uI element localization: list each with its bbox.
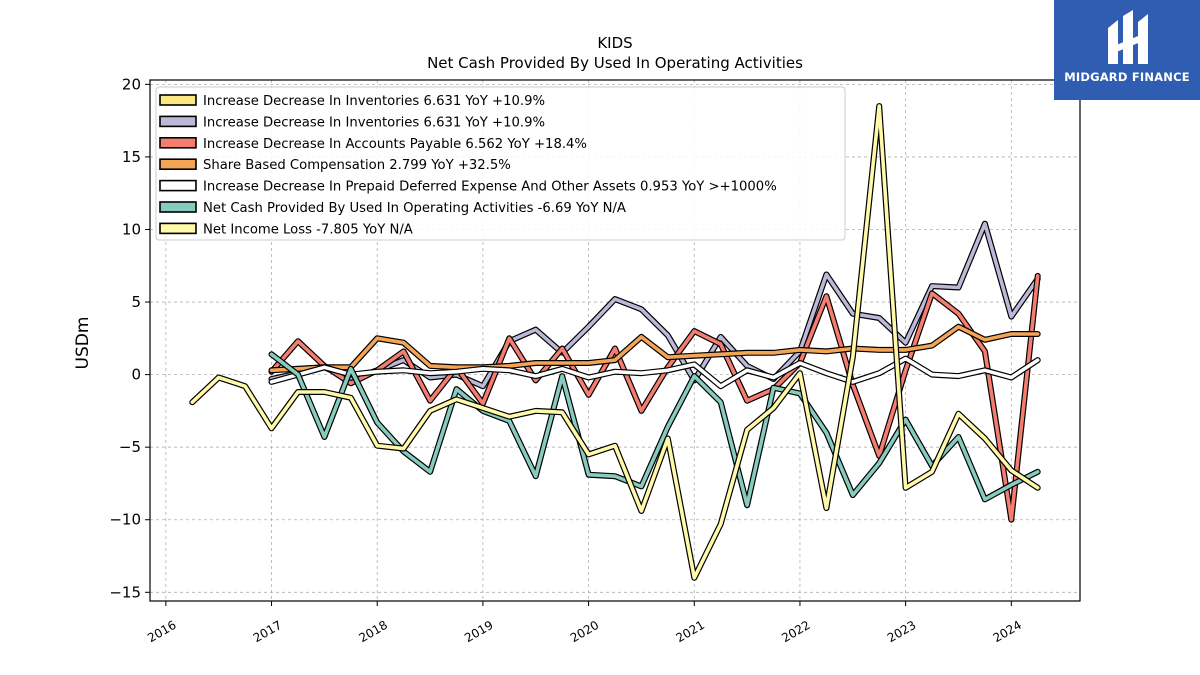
y-tick-label: 5: [131, 293, 141, 311]
y-tick-label: 0: [131, 366, 141, 384]
legend-swatch-1: [159, 115, 197, 128]
series-line-3: [269, 324, 1040, 373]
x-tick-label: 2018: [356, 618, 389, 645]
legend-swatch-2: [159, 137, 197, 149]
x-tick-label: 2021: [674, 618, 707, 645]
legend-label-1: Increase Decrease In Inventories 6.631 Y…: [203, 115, 545, 130]
legend-swatch-5: [159, 201, 197, 213]
legend-box: [155, 86, 846, 241]
x-tick-label: 2019: [462, 618, 495, 645]
x-tick-label: 2017: [251, 618, 284, 645]
chart-title: KIDS: [597, 34, 632, 52]
series-line-2: [269, 274, 1040, 522]
legend-swatch-3: [159, 158, 197, 170]
legend: Increase Decrease In Inventories 6.631 Y…: [155, 86, 846, 241]
x-tick-label: 2023: [885, 618, 918, 645]
y-tick-label: 10: [122, 220, 141, 238]
y-tick-label: 15: [122, 148, 141, 166]
y-tick-label: −5: [119, 438, 141, 456]
legend-label-0: Increase Decrease In Inventories 6.631 Y…: [203, 94, 545, 109]
brand-name: MIDGARD FINANCE: [1064, 70, 1190, 84]
y-tick-label: −10: [109, 511, 141, 529]
series-line-1: [269, 221, 1040, 389]
series-lines: [189, 103, 1041, 581]
series-line-4: [269, 356, 1040, 389]
brand-logo: MIDGARD FINANCE: [1054, 0, 1200, 100]
x-tick-label: 2022: [779, 618, 812, 645]
y-axis-label: USDm: [73, 317, 93, 370]
legend-label-3: Share Based Compensation 2.799 YoY +32.5…: [203, 158, 511, 173]
x-tick-label: 2024: [991, 618, 1024, 645]
y-tick-label: 20: [122, 75, 141, 93]
legend-swatch-6: [159, 222, 197, 235]
y-tick-label: −15: [109, 583, 141, 601]
x-tick-label: 2020: [568, 618, 601, 645]
legend-label-6: Net Income Loss -7.805 YoY N/A: [203, 222, 413, 237]
legend-label-5: Net Cash Provided By Used In Operating A…: [203, 201, 626, 216]
x-tick-label: 2016: [145, 618, 178, 645]
legend-label-4: Increase Decrease In Prepaid Deferred Ex…: [203, 180, 777, 195]
brand-logo-icon: [1108, 10, 1148, 64]
legend-swatch-0: [159, 94, 197, 106]
series-line-6: [190, 104, 1040, 580]
legend-swatch-4: [159, 179, 197, 192]
legend-label-2: Increase Decrease In Accounts Payable 6.…: [203, 137, 587, 152]
chart-subtitle: Net Cash Provided By Used In Operating A…: [427, 54, 803, 72]
plot-frame: [149, 79, 1081, 602]
